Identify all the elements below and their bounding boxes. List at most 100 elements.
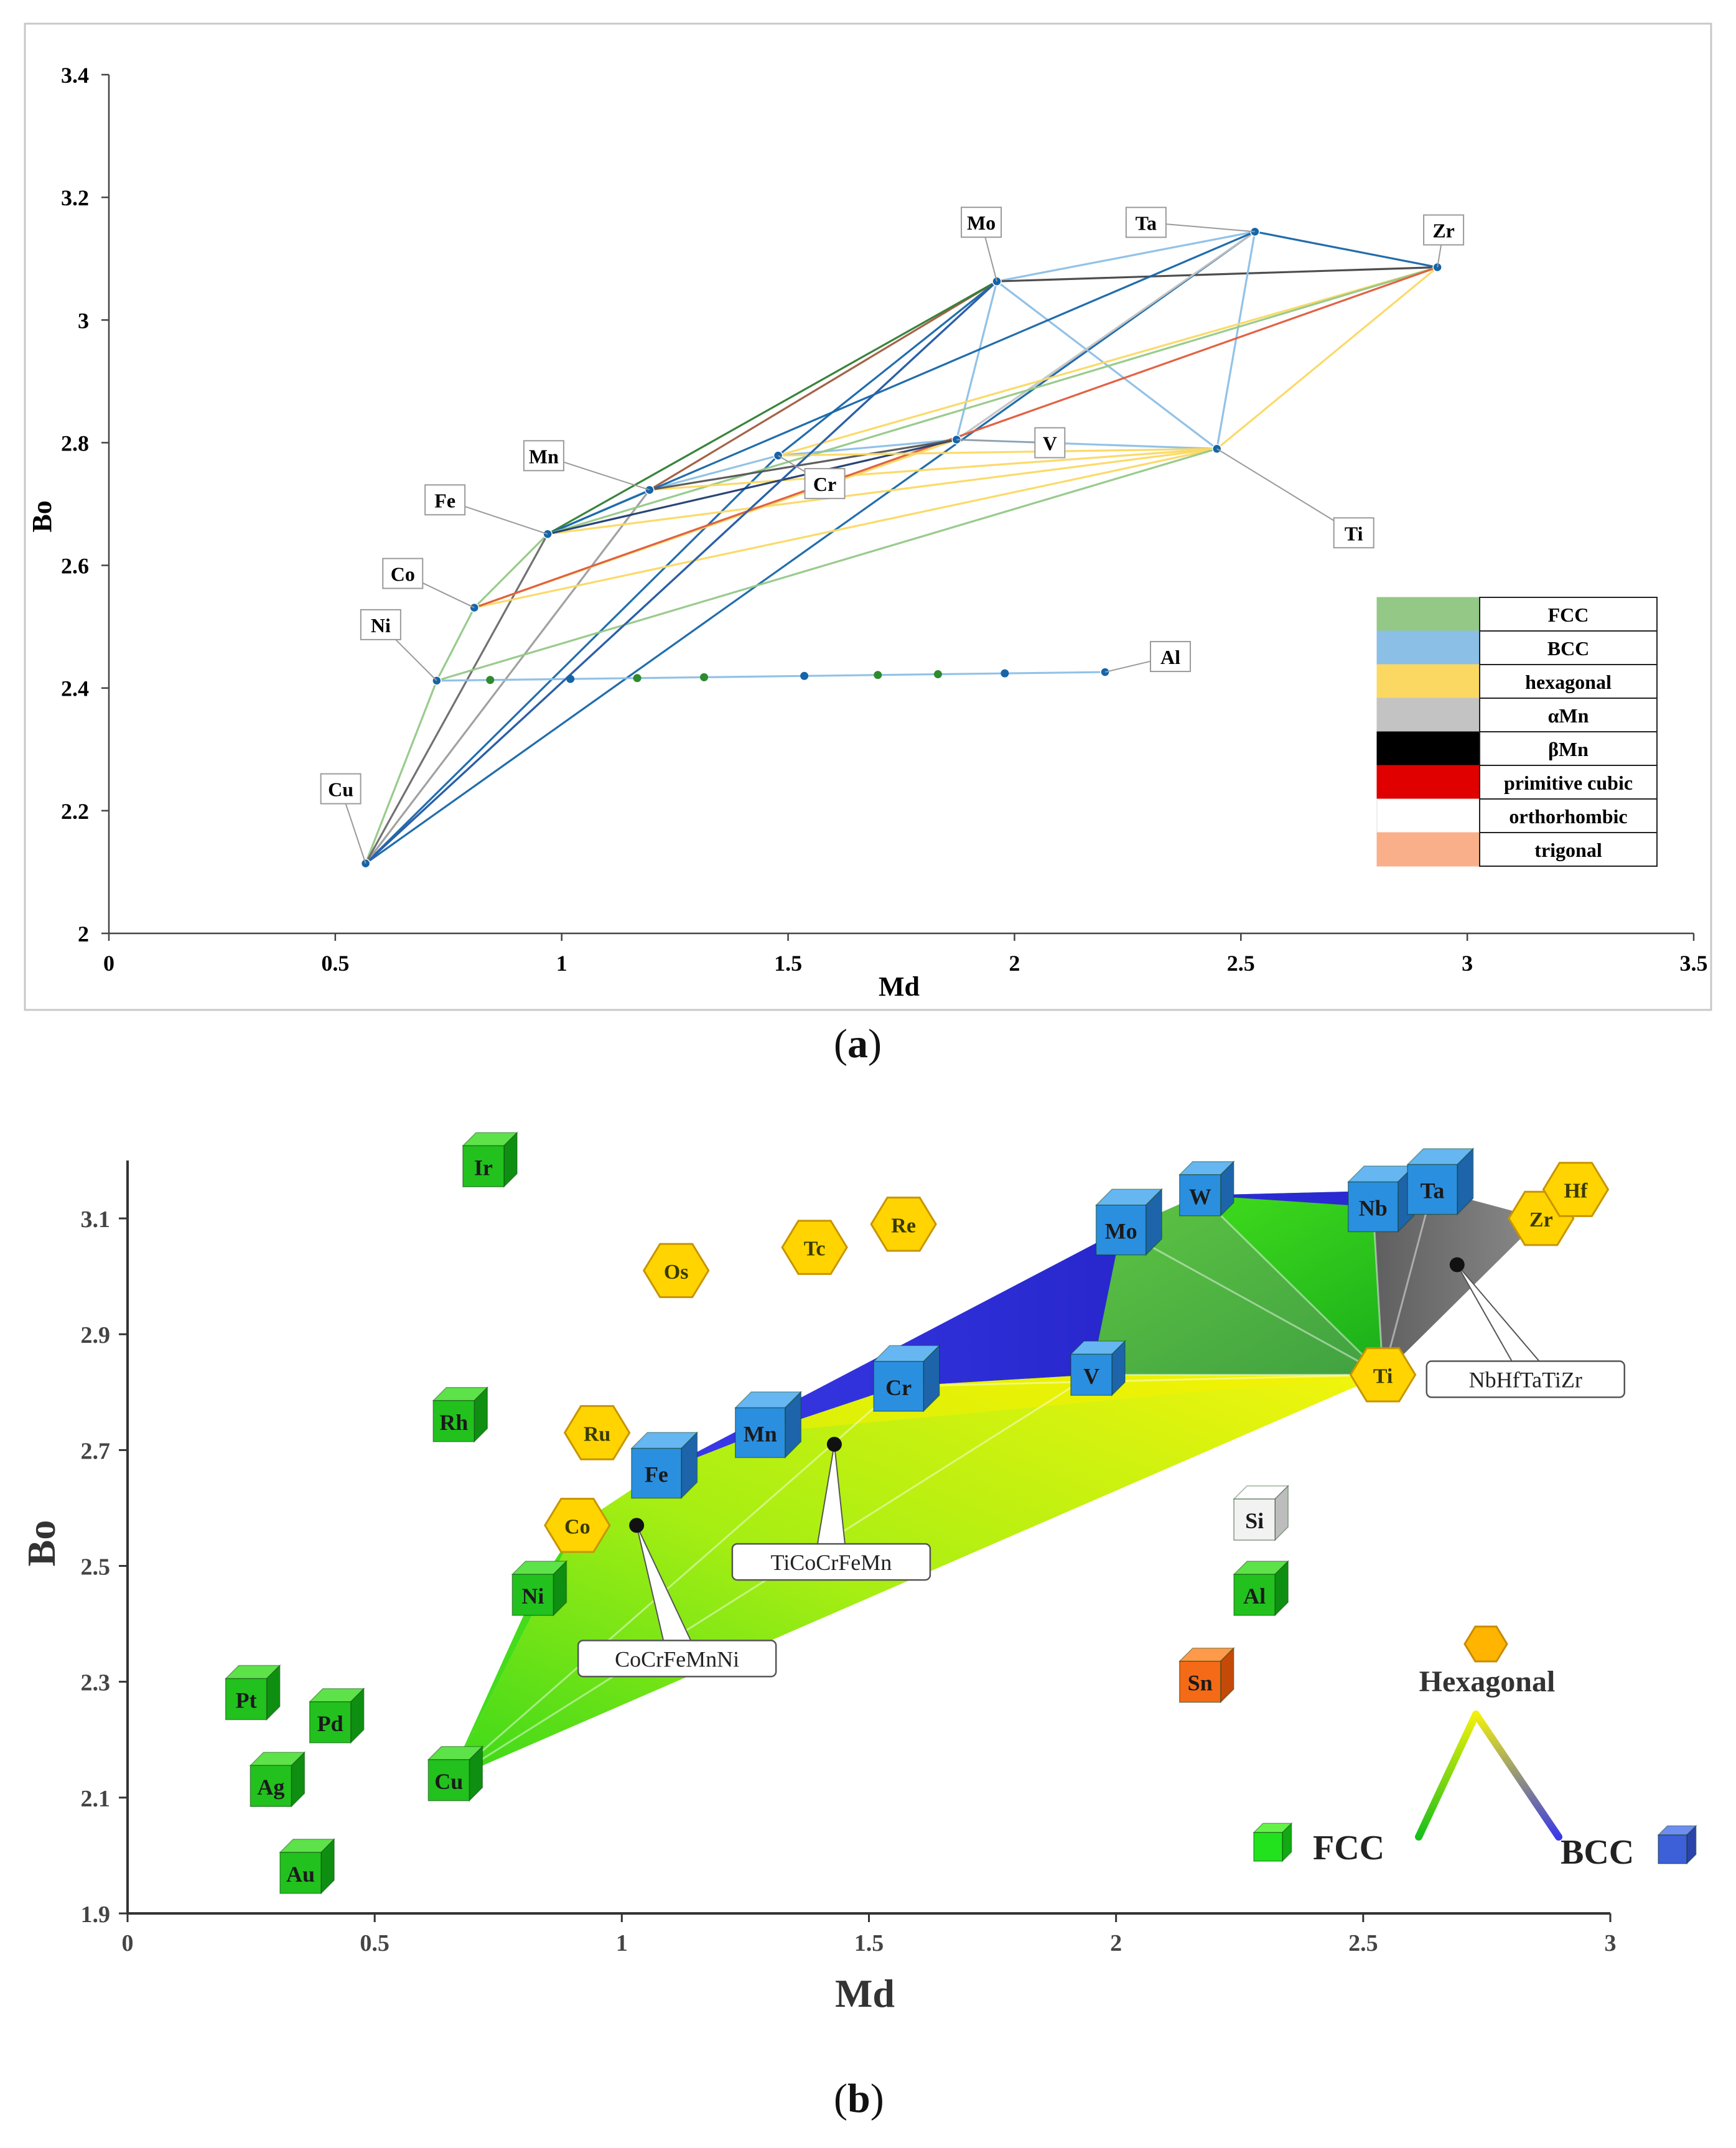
- region-edge-line: [898, 1373, 1383, 1388]
- legend-swatch: [1376, 698, 1480, 732]
- marker-ti-label: Ti: [1373, 1365, 1393, 1388]
- label-box-ni: [360, 609, 401, 640]
- connection-line-cr-ti: [778, 447, 1217, 457]
- marker-pt-top: [224, 1665, 281, 1679]
- marker-nb-front: [1347, 1181, 1399, 1233]
- marker-ag: Ag: [249, 1751, 306, 1808]
- legend-label: βMn: [1548, 738, 1589, 760]
- x-tick-label: 2: [1110, 1930, 1122, 1956]
- label-al: Al: [1160, 646, 1180, 668]
- connection-line-mo-zr: [996, 266, 1438, 283]
- legend-bcc-label: BCC: [1561, 1833, 1634, 1872]
- marker-zr-shape: [1508, 1190, 1575, 1246]
- y-tick-label: 2.1: [81, 1786, 111, 1812]
- connection-line-cr-v: [778, 438, 957, 457]
- legend-triangle-right-edge: [1472, 1711, 1562, 1841]
- marker-mo-front: [1095, 1204, 1147, 1256]
- label-box-zr: [1423, 214, 1465, 246]
- marker-au: Au: [279, 1837, 335, 1895]
- fcc-hex-region: [449, 1375, 1383, 1780]
- x-tick-label: 1.5: [774, 951, 802, 976]
- marker-mo-label: Mo: [1105, 1219, 1137, 1244]
- y-tick-label: 3.2: [61, 185, 89, 210]
- connection-line-mn-v: [649, 438, 957, 491]
- legend-fcc-icon: [1253, 1822, 1293, 1862]
- marker-os-label: Os: [664, 1261, 689, 1284]
- x-tick-label: 2: [1009, 951, 1020, 976]
- marker-al-top: [1233, 1561, 1290, 1575]
- mixture-point: [1001, 669, 1009, 678]
- marker-ta-side: [1457, 1147, 1474, 1216]
- bcc-upper-region: [1200, 1189, 1433, 1207]
- chart-b-xlabel: Md: [835, 1971, 895, 2015]
- connection-line-mo-ta: [996, 230, 1256, 283]
- label-co: Co: [391, 563, 415, 586]
- marker-zr-label: Zr: [1529, 1208, 1553, 1231]
- marker-ag-side: [291, 1751, 306, 1808]
- marker-cr: Cr: [872, 1344, 941, 1413]
- marker-ni-side: [553, 1560, 567, 1617]
- alloy-cocrfemnni-label: CoCrFeMnNi: [615, 1646, 739, 1671]
- connection-line-ta-zr: [1254, 230, 1438, 269]
- marker-w-top: [1178, 1160, 1235, 1175]
- yellow-band-region: [760, 1375, 1383, 1433]
- alloy-cocrfemnni-pointer: [636, 1525, 692, 1641]
- marker-al-side: [1274, 1560, 1289, 1617]
- connection-line-ti-zr: [1216, 266, 1439, 450]
- label-v: V: [1043, 432, 1057, 455]
- chart-a-legend: FCC BCC hexagonal αMn βMn primitive cubic orth…: [1376, 597, 1658, 867]
- marker-cu-top: [427, 1746, 484, 1760]
- connection-line-fe-ti: [547, 447, 1217, 535]
- legend-label: hexagonal: [1525, 671, 1612, 693]
- x-tick-label: 0.5: [321, 951, 349, 976]
- marker-cu-front: [427, 1759, 470, 1801]
- region-edge-line: [1372, 1207, 1384, 1375]
- mixture-point: [700, 673, 709, 681]
- y-tick-label: 2.7: [81, 1438, 111, 1464]
- marker-ru-shape: [563, 1405, 631, 1460]
- legend-fcc-icon-side: [1282, 1822, 1292, 1862]
- marker-co-shape: [544, 1498, 611, 1553]
- legend-swatch: [1376, 798, 1480, 833]
- marker-cr-side: [923, 1344, 940, 1413]
- mixture-point: [874, 671, 882, 679]
- marker-fe: Fe: [630, 1431, 699, 1500]
- legend-label: primitive cubic: [1504, 772, 1633, 794]
- alloy-ticocrfemn-pointer: [816, 1444, 846, 1545]
- x-tick-label: 1.5: [854, 1930, 884, 1956]
- chart-b-axes: 0 0.5 1 1.5 2 2.5 3 1.9 2.1 2.3 2.5 2.7 2.9 3.1: [81, 1160, 1617, 1956]
- marker-fe-front: [631, 1447, 682, 1499]
- marker-ni-label: Ni: [521, 1584, 544, 1609]
- x-tick-label: 0: [122, 1930, 134, 1956]
- marker-re-label: Re: [891, 1214, 916, 1237]
- legend-bcc-icon-top: [1657, 1825, 1697, 1836]
- grey-mid-region: [1091, 1195, 1383, 1375]
- panel-b-caption-close: ): [870, 2076, 884, 2121]
- legend-label: orthorhombic: [1509, 805, 1627, 828]
- y-tick-label: 3.1: [81, 1207, 111, 1233]
- marker-pt-front: [225, 1678, 268, 1721]
- marker-mn-top: [734, 1391, 803, 1409]
- label-box-cu: [320, 773, 362, 805]
- label-box-al: [1149, 641, 1191, 673]
- mixture-point: [486, 676, 495, 684]
- label-cr: Cr: [813, 473, 836, 495]
- marker-pd-side: [350, 1687, 365, 1744]
- connection-line-fe-ta: [547, 230, 1256, 535]
- mixture-point: [800, 671, 809, 680]
- connection-line-ti-mo: [996, 280, 1218, 450]
- marker-cu-side: [469, 1745, 483, 1802]
- connection-line-fe-v: [547, 438, 957, 535]
- marker-w-front: [1178, 1174, 1221, 1216]
- panel-a-caption-close: ): [867, 1021, 882, 1067]
- marker-nb-label: Nb: [1359, 1195, 1388, 1220]
- legend-bcc-icon-side: [1686, 1824, 1697, 1865]
- marker-si-top: [1233, 1485, 1290, 1500]
- y-tick-label: 2.5: [81, 1554, 111, 1581]
- region-edge-line: [448, 1374, 1092, 1781]
- marker-mn-front: [734, 1407, 786, 1459]
- marker-ta-top: [1406, 1148, 1475, 1165]
- legend-label: αMn: [1548, 704, 1589, 727]
- connection-line-v-ta: [956, 231, 1256, 441]
- chart-a-xlabel: Md: [879, 971, 920, 1002]
